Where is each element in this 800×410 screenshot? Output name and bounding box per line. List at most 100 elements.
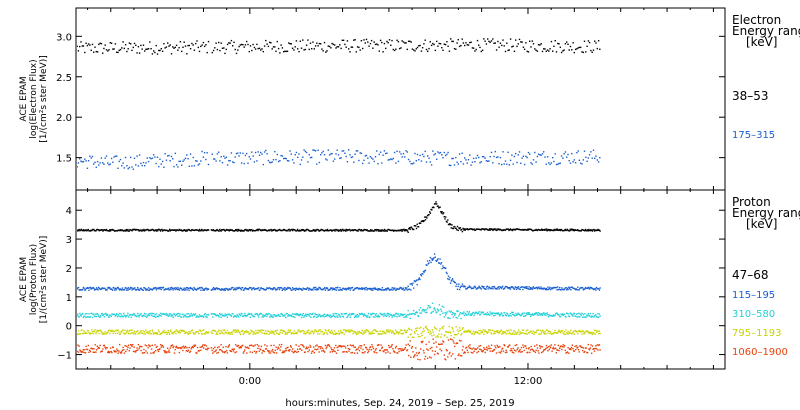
proton-data-point — [224, 313, 226, 315]
electron-data-point — [141, 48, 143, 50]
proton-data-point — [317, 315, 320, 317]
electron-data-point — [388, 159, 391, 161]
proton-data-point — [284, 289, 286, 291]
electron-data-point — [233, 41, 235, 43]
proton-data-point — [591, 352, 593, 354]
proton-data-point — [479, 348, 481, 350]
proton-data-point — [315, 349, 318, 351]
proton-data-point — [540, 229, 542, 231]
proton-data-point — [149, 345, 151, 347]
electron-data-point — [82, 160, 85, 163]
proton-data-point — [543, 331, 545, 334]
electron-data-point — [407, 40, 410, 42]
electron-data-point — [472, 47, 475, 49]
proton-data-point — [481, 330, 483, 333]
proton-data-point — [413, 280, 416, 282]
proton-data-point — [447, 339, 450, 341]
proton-data-point — [366, 289, 368, 291]
proton-data-point — [374, 316, 376, 318]
proton-data-point — [243, 230, 245, 232]
proton-data-point — [333, 350, 335, 352]
electron-data-point — [518, 151, 521, 153]
proton-data-point — [159, 314, 161, 317]
proton-data-point — [237, 230, 239, 232]
proton-data-point — [289, 329, 292, 331]
electron-data-point — [360, 152, 363, 155]
proton-data-point — [141, 332, 144, 335]
proton-data-point — [287, 315, 289, 317]
electron-data-point — [465, 42, 467, 44]
proton-data-point — [131, 313, 133, 316]
proton-data-point — [430, 312, 432, 314]
proton-data-point — [317, 229, 320, 231]
electron-data-point — [105, 155, 108, 157]
electron-data-point — [168, 45, 170, 47]
electron-data-point — [464, 44, 466, 47]
proton-data-point — [111, 289, 114, 291]
electron-data-point — [504, 50, 507, 53]
proton-data-point — [474, 312, 476, 315]
proton-data-point — [168, 331, 170, 334]
proton-data-point — [525, 345, 527, 347]
proton-data-point — [391, 287, 393, 289]
proton-data-point — [478, 311, 480, 313]
proton-data-point — [499, 352, 502, 354]
proton-data-point — [408, 314, 410, 316]
electron-data-point — [334, 44, 336, 46]
electron-data-point — [563, 49, 565, 51]
proton-data-point — [268, 287, 270, 289]
proton-data-point — [385, 349, 388, 351]
proton-data-point — [406, 331, 408, 334]
electron-data-point — [220, 42, 222, 44]
electron-data-point — [596, 159, 598, 161]
proton-data-point — [497, 312, 500, 315]
proton-data-point — [501, 333, 503, 335]
electron-data-point — [373, 160, 375, 163]
proton-data-point — [450, 310, 452, 312]
proton-data-point — [381, 347, 383, 350]
proton-data-point — [230, 315, 233, 318]
proton-data-point — [589, 229, 591, 232]
electron-data-point — [147, 160, 150, 163]
proton-data-point — [364, 330, 366, 332]
electron-data-point — [290, 153, 292, 155]
electron-data-point — [474, 50, 476, 52]
proton-data-point — [205, 316, 207, 318]
proton-data-point — [146, 352, 149, 354]
proton-data-point — [499, 286, 502, 288]
proton-data-point — [569, 228, 571, 230]
proton-data-point — [289, 229, 292, 231]
electron-data-point — [373, 41, 375, 43]
proton-data-point — [456, 334, 458, 336]
proton-data-point — [235, 330, 238, 332]
electron-data-point — [345, 155, 347, 158]
proton-data-point — [77, 344, 79, 346]
proton-data-point — [93, 331, 96, 333]
proton-data-point — [178, 312, 180, 315]
electron-data-point — [220, 156, 222, 158]
proton-data-point — [516, 286, 518, 288]
proton-data-point — [418, 327, 420, 330]
electron-data-point — [179, 41, 182, 43]
electron-data-point — [359, 49, 361, 51]
proton-data-point — [360, 288, 362, 290]
proton-data-point — [511, 311, 513, 313]
electron-data-point — [144, 50, 146, 52]
proton-data-point — [406, 349, 409, 351]
proton-data-point — [594, 333, 596, 335]
proton-data-point — [285, 331, 287, 334]
proton-data-point — [478, 345, 480, 347]
proton-data-point — [323, 350, 325, 352]
electron-data-point — [99, 162, 101, 164]
proton-data-point — [280, 346, 282, 348]
proton-data-point — [248, 333, 251, 335]
proton-data-point — [83, 287, 85, 289]
proton-data-point — [333, 316, 336, 318]
proton-data-point — [105, 312, 107, 315]
electron-data-point — [364, 42, 366, 44]
proton-data-point — [568, 286, 570, 288]
proton-data-point — [563, 313, 566, 315]
proton-data-point — [144, 344, 146, 346]
proton-data-point — [275, 315, 277, 318]
proton-data-point — [142, 229, 144, 232]
